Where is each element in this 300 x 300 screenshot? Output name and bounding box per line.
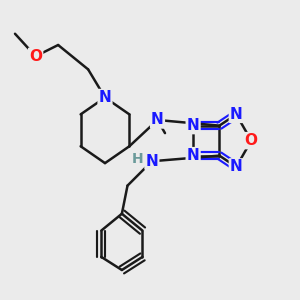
- Text: O: O: [245, 133, 258, 148]
- Text: N: N: [230, 107, 243, 122]
- Text: N: N: [151, 112, 164, 128]
- Text: N: N: [187, 118, 200, 133]
- Text: N: N: [230, 159, 243, 174]
- Text: N: N: [146, 154, 158, 169]
- Text: N: N: [187, 148, 200, 163]
- Text: N: N: [99, 90, 111, 105]
- Text: H: H: [132, 152, 143, 167]
- Text: O: O: [29, 49, 42, 64]
